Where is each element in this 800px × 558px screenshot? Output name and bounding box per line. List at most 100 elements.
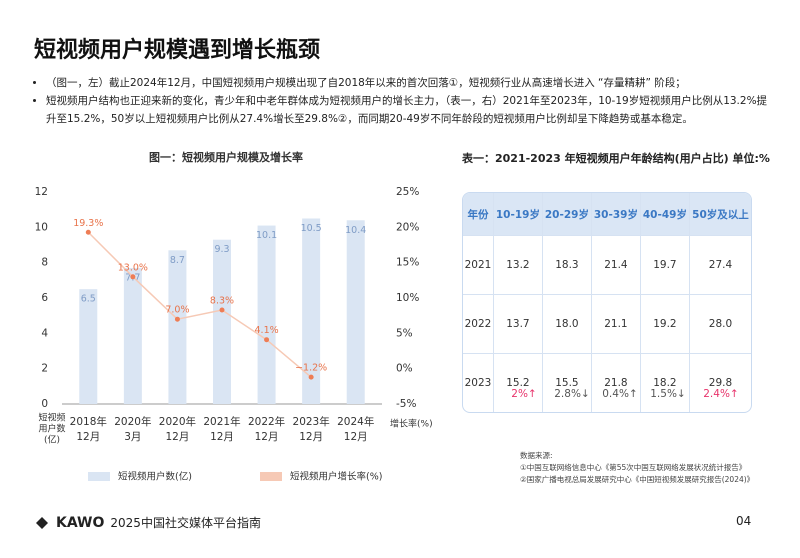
x-tick-label: 12月 — [255, 431, 279, 443]
x-tick-label: 2020年 — [159, 415, 196, 428]
source-label: 数据来源: — [520, 451, 553, 460]
table-cell: 28.0 — [688, 294, 751, 354]
source: ①中国互联网络信息中心《第55次中国互联网络发展状况统计报告》 — [520, 463, 747, 472]
y-tick-label: 0 — [41, 398, 48, 410]
table-cell: 2021 — [463, 235, 494, 295]
table-box: 年份 10-19岁 20-29岁 30-39岁 40-49岁 50岁及以上 2021 13.2… — [462, 192, 752, 413]
change-cell: 2.4%↑ — [703, 388, 739, 400]
table-cell: 29.8 — [688, 353, 751, 412]
y-tick-label: 12 — [35, 186, 48, 198]
bullets: （图一，左）截止2024年12月，中国短视频用户规模出现了自2018年以来的首次… — [34, 74, 776, 128]
y-tick-label: 4 — [41, 327, 48, 339]
line — [87, 231, 312, 378]
legend-swatch — [88, 472, 110, 481]
table-cell: 21.1 — [590, 294, 641, 354]
y-tick-label: 8 — [41, 257, 48, 269]
header-cell: 10-19岁 — [492, 193, 543, 236]
y2-tick-label: 0% — [396, 363, 413, 375]
legend-label: 短视频用户增长率(%) — [290, 471, 382, 483]
x-tick-label: 12月 — [344, 431, 368, 443]
chart-title: 图一：短视频用户规模及增长率 — [149, 150, 303, 164]
page-number: 04 — [736, 514, 752, 528]
y2-axis-label: 增长率(%) — [390, 418, 433, 430]
sources: 数据来源: ①中国互联网络信息中心《第55次中国互联网络发展状况统计报告》 ②国… — [520, 450, 754, 486]
bar — [123, 267, 142, 404]
table-row: 2023 15.2 15.5 21.8 18.2 29.8 — [463, 353, 751, 412]
table-cell: 21.4 — [590, 235, 641, 295]
header-cell: 20-29岁 — [541, 193, 592, 236]
spacer — [462, 388, 500, 400]
line-label: 19.3% — [73, 218, 103, 229]
y-tick-label: 6 — [41, 292, 48, 304]
line-label: 7.0% — [165, 305, 189, 316]
x-tick-label: 12月 — [299, 431, 323, 443]
line-label: 8.3% — [210, 296, 234, 307]
bar — [346, 220, 365, 404]
change-cell: 0.4%↑ — [602, 388, 638, 400]
x-tick-label: 2024年 — [337, 415, 374, 428]
x-tick-label: 12月 — [76, 431, 100, 443]
header-cell: 40-49岁 — [639, 193, 690, 236]
y2-tick-label: 20% — [396, 221, 419, 233]
table: 年份 10-19岁 20-29岁 30-39岁 40-49岁 50岁及以上 2021 13.2… — [463, 193, 751, 412]
table-row: 2022 13.7 18.0 21.1 19.2 28.0 — [463, 294, 751, 354]
table-cell: 18.2 — [639, 353, 690, 412]
line-label: 4.1% — [255, 325, 279, 336]
table-cell: 27.4 — [688, 235, 751, 295]
line-point — [308, 374, 314, 380]
source: ②国家广播电视总局发展研究中心《中国短视频发展研究报告(2024)》 — [520, 475, 755, 484]
line-label: 13.0% — [118, 262, 148, 273]
y2-tick-label: 15% — [396, 257, 419, 269]
x-tick-label: 3月 — [124, 431, 141, 443]
table-cell: 13.7 — [492, 294, 543, 354]
header-row: 年份 10-19岁 20-29岁 30-39岁 40-49岁 50岁及以上 — [463, 193, 751, 236]
bar — [79, 289, 98, 404]
bar — [257, 225, 276, 404]
legend-label: 短视频用户数(亿) — [118, 471, 192, 483]
bar-label: 10.1 — [256, 230, 277, 241]
header-cell: 30-39岁 — [590, 193, 641, 236]
bar — [302, 218, 321, 404]
brand: KAWO — [56, 514, 105, 531]
line-point — [85, 229, 91, 235]
table-cell: 19.7 — [639, 235, 690, 295]
logo-icon — [36, 516, 48, 529]
x-tick-label: 2021年 — [203, 415, 240, 428]
bar — [213, 239, 231, 404]
line-point — [219, 307, 225, 313]
table-cell: 19.2 — [639, 294, 690, 354]
x-tick-label: 2022年 — [248, 415, 285, 428]
x-tick-label: 2020年 — [114, 415, 151, 428]
bar-label: 8.7 — [170, 255, 185, 266]
legend-swatch — [260, 472, 282, 481]
y2-tick-label: -5% — [396, 398, 416, 410]
bar-label: 10.4 — [345, 225, 366, 236]
bar-label: 9.3 — [214, 244, 229, 255]
change-cell: 2%↑ — [511, 388, 537, 400]
line-label: −1.2% — [295, 363, 327, 374]
footer-title: 2025中国社交媒体平台指南 — [110, 516, 261, 530]
y2-tick-label: 10% — [396, 292, 419, 304]
header-cell: 50岁及以上 — [688, 193, 751, 236]
table-title: 表一：2021-2023 年短视频用户年龄结构(用户占比) 单位:% — [462, 152, 770, 165]
table-cell: 2023 — [463, 353, 494, 412]
header-cell: 年份 — [463, 193, 494, 236]
y-axis-label: (亿) — [44, 434, 60, 446]
bullet: （图一，左）截止2024年12月，中国短视频用户规模出现了自2018年以来的首次… — [46, 74, 776, 92]
page-title: 短视频用户规模遇到增长瓶颈 — [34, 38, 321, 63]
table-cell: 15.5 — [541, 353, 592, 412]
x-tick-label: 2023年 — [293, 415, 330, 428]
line-point — [264, 337, 270, 343]
y-axis-label: 短视频 — [38, 412, 65, 424]
table-cell: 18.0 — [541, 294, 592, 354]
table-cell: 18.3 — [541, 235, 592, 295]
change-cell: 2.8%↓ — [554, 388, 590, 400]
x-tick-label: 12月 — [165, 431, 189, 443]
x-tick-label: 2018年 — [70, 415, 107, 428]
change-cell: 1.5%↓ — [650, 388, 686, 400]
y-tick-label: 2 — [41, 363, 48, 375]
footer: KAWO 2025中国社交媒体平台指南 — [34, 514, 261, 531]
chart: 图一：短视频用户规模及增长率 0 2 4 6 8 10 12 -5% 0% 5% 10% 15% 20%… — [35, 150, 433, 483]
line-point — [174, 316, 180, 322]
